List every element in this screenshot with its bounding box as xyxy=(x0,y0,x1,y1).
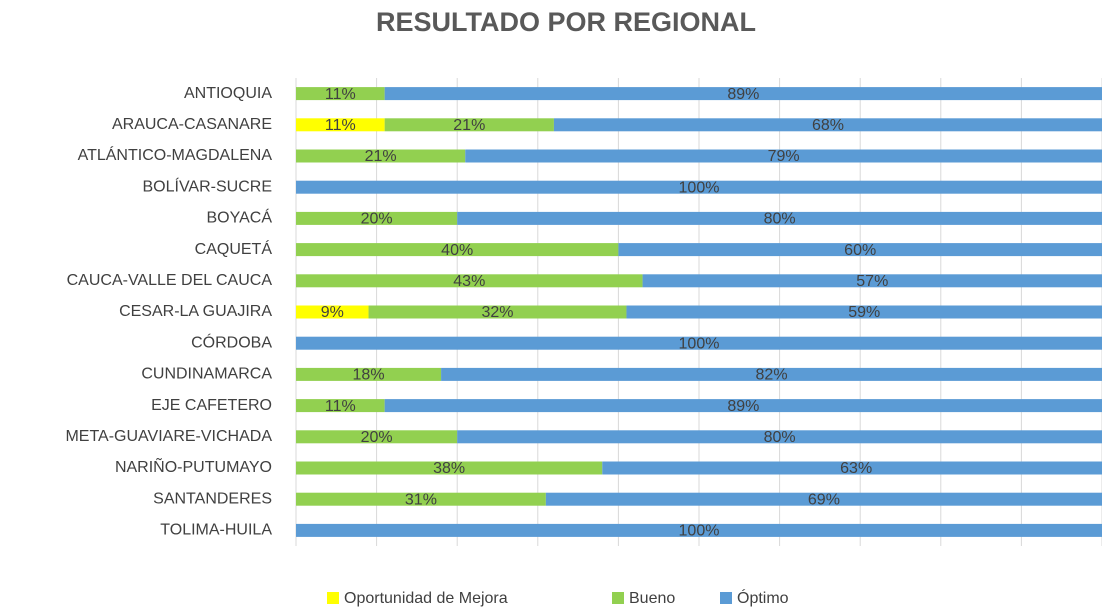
bar-segment xyxy=(296,336,1102,350)
data-label: 89% xyxy=(727,398,759,415)
bar-segment xyxy=(296,118,385,132)
bar-segment xyxy=(296,399,385,413)
bar-segment xyxy=(296,149,466,163)
chart-title: RESULTADO POR REGIONAL xyxy=(376,7,756,37)
y-tick-label: ARAUCA-CASANARE xyxy=(112,116,272,133)
bar-segment xyxy=(545,492,1102,506)
y-tick-label: NARIÑO-PUTUMAYO xyxy=(115,456,272,476)
legend-label: Óptimo xyxy=(737,588,789,607)
bar-segment xyxy=(296,180,1102,194)
bar-segment xyxy=(296,274,643,288)
legend-swatch xyxy=(720,592,732,604)
y-tick-label: SANTANDERES xyxy=(153,490,272,507)
bar-segment xyxy=(465,149,1102,163)
bar-segment xyxy=(457,211,1102,225)
data-label: 82% xyxy=(756,367,788,384)
data-label: 69% xyxy=(808,491,840,508)
bar-segment xyxy=(368,305,627,319)
y-tick-label: ATLÁNTICO-MAGDALENA xyxy=(78,145,273,164)
y-tick-label: EJE CAFETERO xyxy=(151,397,272,414)
y-tick-label: META-GUAVIARE-VICHADA xyxy=(65,428,272,445)
y-tick-label: ANTIOQUIA xyxy=(184,85,272,102)
bar-segment xyxy=(626,305,1102,319)
bar-segment xyxy=(384,118,554,132)
y-tick-label: CUNDINAMARCA xyxy=(141,366,272,383)
bar-segment xyxy=(296,305,369,319)
y-tick-label: CESAR-LA GUAJIRA xyxy=(119,303,272,320)
data-label: 100% xyxy=(679,335,720,352)
data-label: 11% xyxy=(325,86,356,103)
data-label: 31% xyxy=(405,491,437,508)
data-label: 79% xyxy=(768,148,800,165)
legend-swatch xyxy=(612,592,624,604)
bar-segment xyxy=(296,492,546,506)
bar-segment xyxy=(618,243,1102,257)
data-label: 100% xyxy=(679,179,720,196)
y-tick-label: BOYACÁ xyxy=(207,208,273,227)
data-label: 80% xyxy=(764,429,796,446)
bar-segment xyxy=(441,367,1102,381)
y-tick-label: TOLIMA-HUILA xyxy=(160,522,272,539)
bar-segment xyxy=(602,461,1102,475)
bar-segment xyxy=(296,367,442,381)
data-label: 20% xyxy=(361,429,393,446)
data-label: 21% xyxy=(453,117,485,134)
data-label: 32% xyxy=(481,304,513,321)
bar-segment xyxy=(296,211,458,225)
data-label: 40% xyxy=(441,242,473,259)
bar-segment xyxy=(296,461,603,475)
bar-segment xyxy=(553,118,1102,132)
data-label: 11% xyxy=(325,117,356,134)
data-label: 21% xyxy=(365,148,397,165)
data-label: 9% xyxy=(321,304,344,321)
legend-swatch xyxy=(327,592,339,604)
bar-segment xyxy=(296,87,385,101)
data-label: 80% xyxy=(764,211,796,228)
data-label: 18% xyxy=(353,367,385,384)
data-label: 38% xyxy=(433,460,465,477)
data-label: 11% xyxy=(325,398,356,415)
y-tick-label: CAUCA-VALLE DEL CAUCA xyxy=(67,272,273,289)
bar-segment xyxy=(384,87,1102,101)
y-tick-label: BOLÍVAR-SUCRE xyxy=(142,176,272,195)
data-label: 59% xyxy=(848,304,880,321)
y-tick-label: CÓRDOBA xyxy=(191,332,272,351)
bar-segment xyxy=(642,274,1102,288)
legend-label: Bueno xyxy=(629,590,675,607)
data-label: 20% xyxy=(361,211,393,228)
bar-segment xyxy=(384,399,1102,413)
data-label: 43% xyxy=(453,273,485,290)
bar-segment xyxy=(296,523,1102,537)
bar-segment xyxy=(457,430,1102,444)
data-label: 100% xyxy=(679,523,720,540)
data-label: 60% xyxy=(844,242,876,259)
legend-label: Oportunidad de Mejora xyxy=(344,590,508,607)
data-label: 89% xyxy=(727,86,759,103)
data-label: 57% xyxy=(856,273,888,290)
bar-segment xyxy=(296,430,458,444)
data-label: 63% xyxy=(840,460,872,477)
data-label: 68% xyxy=(812,117,844,134)
y-tick-label: CAQUETÁ xyxy=(195,239,273,258)
bar-segment xyxy=(296,243,619,257)
